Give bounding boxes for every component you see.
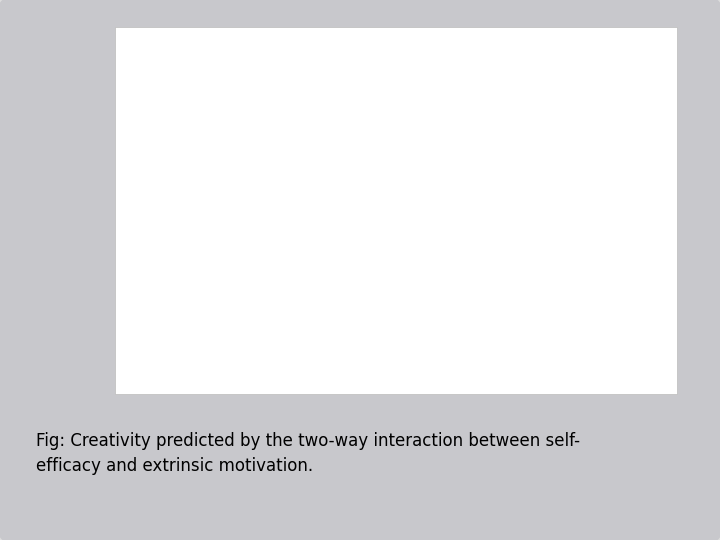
Legend: High Extrinsic motivation, Low Extrinsic motivation: High Extrinsic motivation, Low Extrinsic…: [136, 348, 369, 396]
X-axis label: Self Efficacy: Self Efficacy: [375, 288, 453, 301]
Text: Fig: Creativity predicted by the two-way interaction between self-
efficacy and : Fig: Creativity predicted by the two-way…: [36, 432, 580, 475]
Y-axis label: Creativity: Creativity: [130, 121, 143, 181]
